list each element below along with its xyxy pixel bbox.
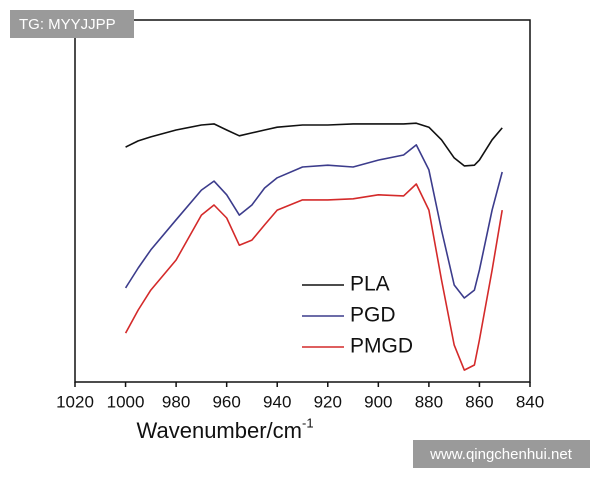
legend-label: PLA — [350, 273, 390, 296]
watermark: www.qingchenhui.net — [429, 446, 573, 463]
x-tick-label: 900 — [364, 392, 392, 411]
series-line — [124, 144, 503, 299]
x-tick-label: 1000 — [107, 392, 145, 411]
x-tick-label: 1020 — [56, 392, 94, 411]
watermark-box — [10, 10, 134, 38]
series-line — [125, 122, 503, 167]
series-line — [124, 183, 503, 371]
plot-frame — [74, 19, 531, 383]
x-tick-label: 840 — [516, 392, 544, 411]
legend-label: PGD — [350, 304, 396, 327]
x-tick-label: 880 — [415, 392, 443, 411]
watermark-box — [413, 440, 590, 468]
x-axis-label: Wavenumber/cm — [137, 418, 302, 443]
x-tick-label: 940 — [263, 392, 291, 411]
x-tick-label: 960 — [212, 392, 240, 411]
x-axis-label-sup: -1 — [302, 415, 314, 430]
legend-label: PMGD — [350, 335, 413, 358]
watermark: TG: MYYJJPP — [19, 16, 116, 33]
x-tick-label: 920 — [314, 392, 342, 411]
x-tick-label: 860 — [465, 392, 493, 411]
x-tick-label: 980 — [162, 392, 190, 411]
